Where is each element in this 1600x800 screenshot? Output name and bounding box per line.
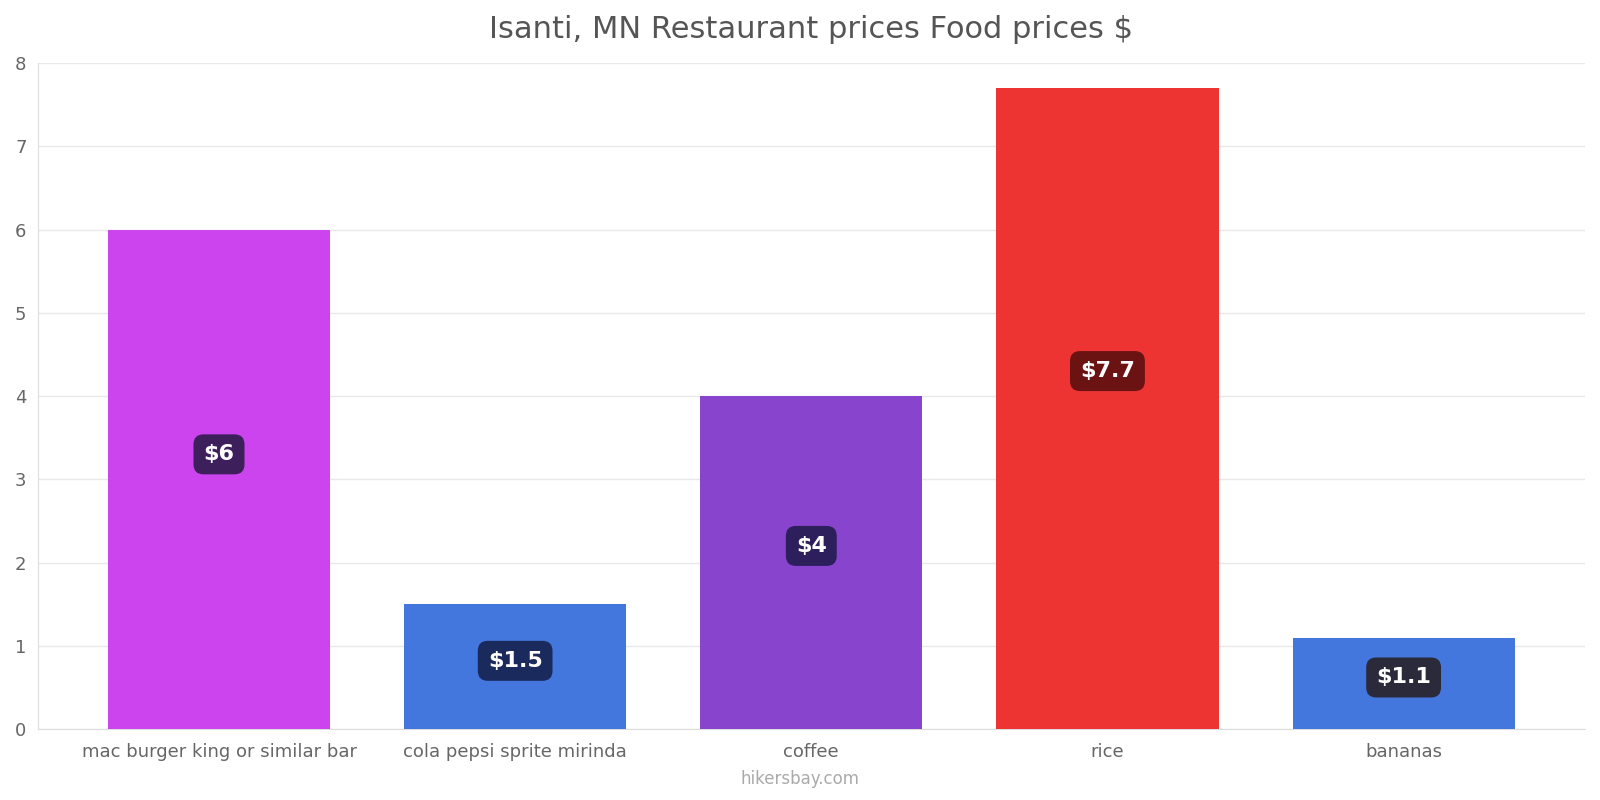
Bar	[1293, 638, 1515, 729]
Text: $1.1: $1.1	[1376, 667, 1430, 687]
Title: Isanti, MN Restaurant prices Food prices $: Isanti, MN Restaurant prices Food prices…	[490, 15, 1133, 44]
Bar	[701, 396, 922, 729]
Text: $7.7: $7.7	[1080, 361, 1134, 381]
Text: $6: $6	[203, 444, 235, 464]
Text: hikersbay.com: hikersbay.com	[741, 770, 859, 788]
Text: $1.5: $1.5	[488, 651, 542, 671]
Bar	[405, 604, 626, 729]
Bar	[997, 88, 1219, 729]
Bar	[107, 230, 330, 729]
Text: $4: $4	[795, 536, 827, 556]
